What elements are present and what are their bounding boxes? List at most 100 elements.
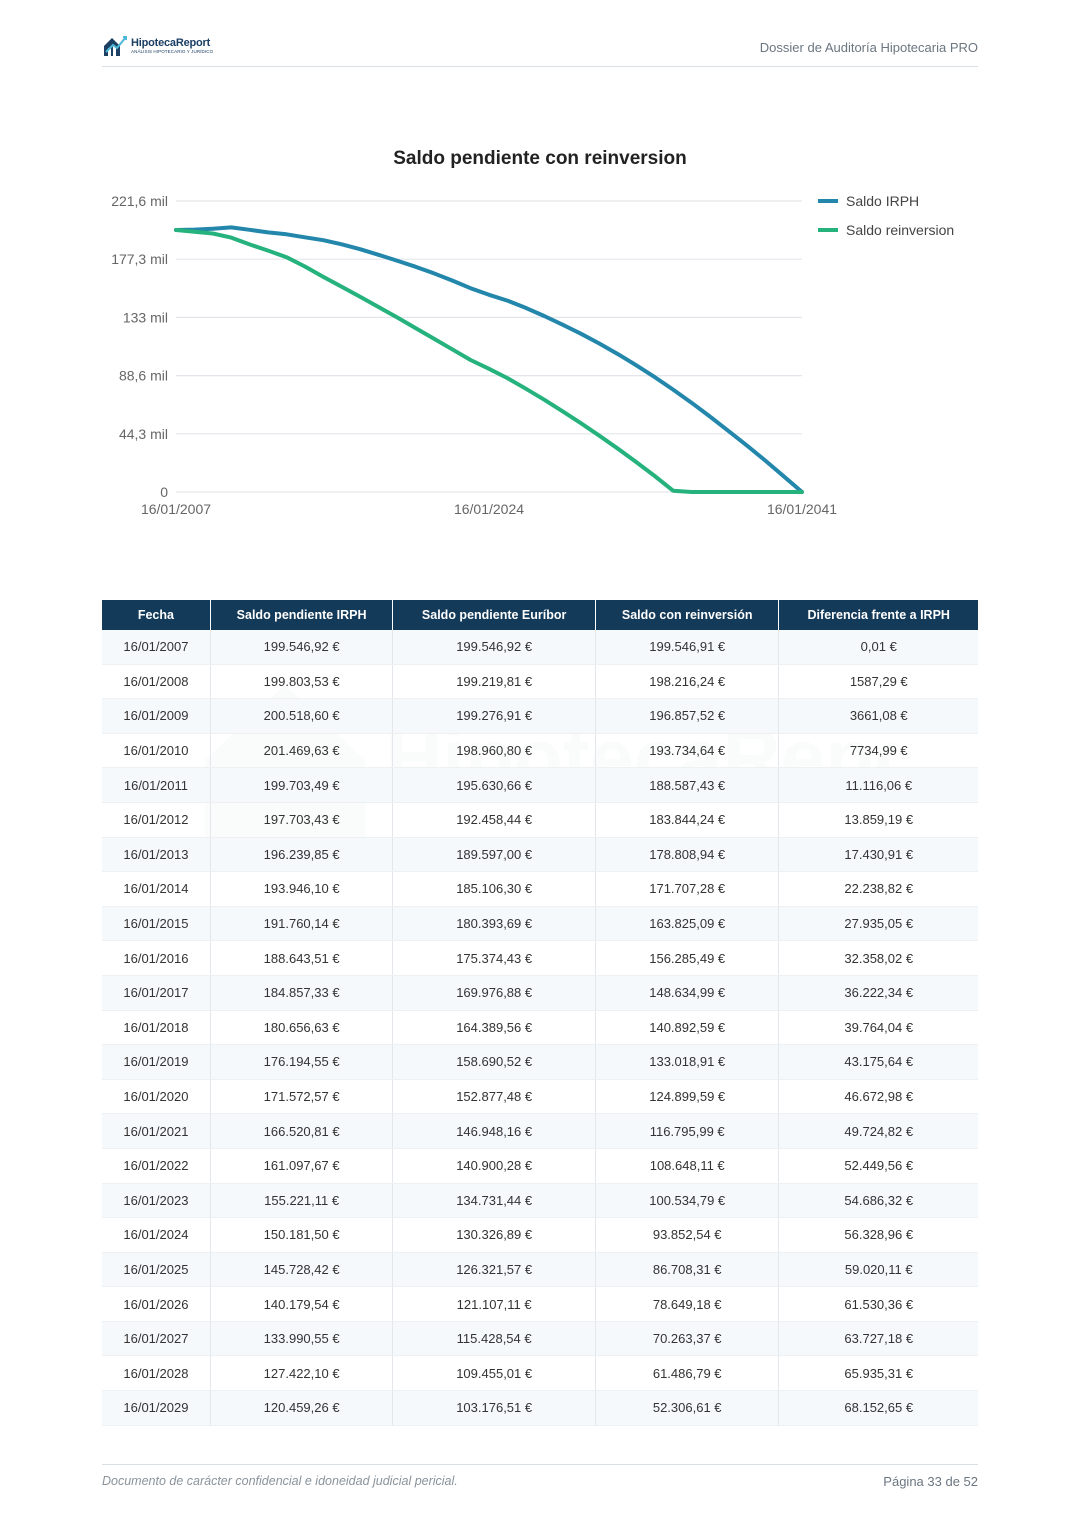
table-cell: 16/01/2024 [102,1217,211,1253]
x-tick-label: 16/01/2041 [767,501,837,517]
chart-series [174,225,804,494]
table-cell: 193.946,10 € [210,871,394,907]
table-cell: 130.326,89 € [392,1217,596,1253]
table-row: 16/01/2027 133.990,55 €115.428,54 €70.263… [102,1321,978,1357]
table-cell: 86.708,31 € [595,1252,780,1288]
table-cell: 200.518,60 € [210,698,394,734]
table-cell: 193.734,64 € [595,733,780,769]
table-cell: 148.634,99 € [595,975,780,1011]
page-footer: Documento de carácter confidencial e ido… [102,1464,978,1495]
table-cell: 196.857,52 € [595,698,780,734]
y-tick-label: 177,3 mil [111,251,168,267]
table-cell: 7734,99 € [778,733,978,769]
table-cell: 16/01/2011 [102,767,211,803]
table-cell: 175.374,43 € [392,940,596,976]
table-cell: 43.175,64 € [778,1044,978,1080]
logo: HipotecaReport ANÁLISIS HIPOTECARIO Y JU… [102,32,213,60]
table-cell: 189.597,00 € [392,837,596,873]
table-row: 16/01/2026 140.179,54 €121.107,11 €78.649… [102,1286,978,1322]
table-cell: 176.194,55 € [210,1044,394,1080]
table-cell: 16/01/2016 [102,940,211,976]
table-row: 16/01/2020 171.572,57 €152.877,48 €124.89… [102,1079,978,1115]
table-cell: 116.795,99 € [595,1113,780,1149]
table-row: 16/01/2011 199.703,49 €195.630,66 €188.58… [102,767,978,803]
table-cell: 52.449,56 € [778,1148,978,1184]
table-cell: 191.760,14 € [210,906,394,942]
table-cell: 3661,08 € [778,698,978,734]
table-cell: 163.825,09 € [595,906,780,942]
table-row: 16/01/2009 200.518,60 €199.276,91 €196.85… [102,698,978,734]
table-cell: 164.389,56 € [392,1010,596,1046]
table-cell: 197.703,43 € [210,802,394,838]
chart-title: Saldo pendiente con reinversion [393,148,687,169]
y-tick-label: 0 [160,484,168,500]
table-cell: 16/01/2027 [102,1321,211,1357]
table-row: 16/01/2029 120.459,26 €103.176,51 €52.306… [102,1390,978,1426]
table-cell: 16/01/2023 [102,1183,211,1219]
table-cell: 133.990,55 € [210,1321,394,1357]
table-cell: 13.859,19 € [778,802,978,838]
table-cell: 16/01/2013 [102,837,211,873]
table-cell: 185.106,30 € [392,871,596,907]
table-cell: 145.728,42 € [210,1252,394,1288]
table-cell: 201.469,63 € [210,733,394,769]
table-cell: 155.221,11 € [210,1183,394,1219]
table-cell: 199.276,91 € [392,698,596,734]
table-cell: 195.630,66 € [392,767,596,803]
table-cell: 16/01/2026 [102,1286,211,1322]
table-cell: 16/01/2025 [102,1252,211,1288]
table-cell: 16/01/2008 [102,664,211,700]
table-row: 16/01/2023 155.221,11 €134.731,44 €100.53… [102,1183,978,1219]
y-tick-label: 221,6 mil [111,193,168,209]
table-cell: 199.803,53 € [210,664,394,700]
table-cell: 120.459,26 € [210,1390,394,1426]
series-line-1 [174,225,804,494]
column-header: Saldo pendiente Euríbor [392,600,596,630]
table-cell: 78.649,18 € [595,1286,780,1322]
table-cell: 49.724,82 € [778,1113,978,1149]
table-cell: 133.018,91 € [595,1044,780,1080]
table-cell: 124.899,59 € [595,1079,780,1115]
table-cell: 100.534,79 € [595,1183,780,1219]
table-row: 16/01/2008 199.803,53 €199.219,81 €198.21… [102,664,978,700]
table-cell: 93.852,54 € [595,1217,780,1253]
legend-label: Saldo reinversion [846,222,954,238]
table-cell: 16/01/2019 [102,1044,211,1080]
table-cell: 1587,29 € [778,664,978,700]
house-chart-icon [104,36,127,56]
series-line-2 [174,228,804,494]
chart-canvas: Saldo pendiente con reinversion 0 44,3 mi… [111,148,954,517]
table-cell: 183.844,24 € [595,802,780,838]
table-row: 16/01/2010 201.469,63 €198.960,80 €193.73… [102,733,978,769]
table-row: 16/01/2014 193.946,10 €185.106,30 €171.70… [102,871,978,907]
table-cell: 61.486,79 € [595,1355,780,1392]
table-row: 16/01/2021 166.520,81 €146.948,16 €116.79… [102,1113,978,1149]
table-cell: 169.976,88 € [392,975,596,1011]
y-tick-label: 44,3 mil [119,426,168,442]
table-row: 16/01/2019 176.194,55 €158.690,52 €133.01… [102,1044,978,1080]
table-cell: 140.892,59 € [595,1010,780,1046]
table-cell: 11.116,06 € [778,767,978,803]
table-cell: 156.285,49 € [595,940,780,976]
table-cell: 180.656,63 € [210,1010,394,1046]
table-cell: 16/01/2017 [102,975,211,1011]
table-cell: 108.648,11 € [595,1148,780,1184]
table-cell: 198.960,80 € [392,733,596,769]
table-cell: 188.587,43 € [595,767,780,803]
table-cell: 198.216,24 € [595,664,780,700]
table-cell: 22.238,82 € [778,871,978,907]
table-cell: 16/01/2018 [102,1010,211,1046]
table-row: 16/01/2022 161.097,67 €140.900,28 €108.64… [102,1148,978,1184]
table-cell: 146.948,16 € [392,1113,596,1149]
table-cell: 134.731,44 € [392,1183,596,1219]
table-header-row: Fecha Saldo pendiente IRPH Saldo pendien… [102,600,978,630]
table-cell: 54.686,32 € [778,1183,978,1219]
table-cell: 158.690,52 € [392,1044,596,1080]
table-cell: 127.422,10 € [210,1355,394,1392]
column-header: Saldo con reinversión [595,600,780,630]
table-cell: 59.020,11 € [778,1252,978,1288]
table-cell: 166.520,81 € [210,1113,394,1149]
x-tick-label: 16/01/2007 [141,501,211,517]
table-cell: 171.572,57 € [210,1079,394,1115]
table-cell: 16/01/2020 [102,1079,211,1115]
